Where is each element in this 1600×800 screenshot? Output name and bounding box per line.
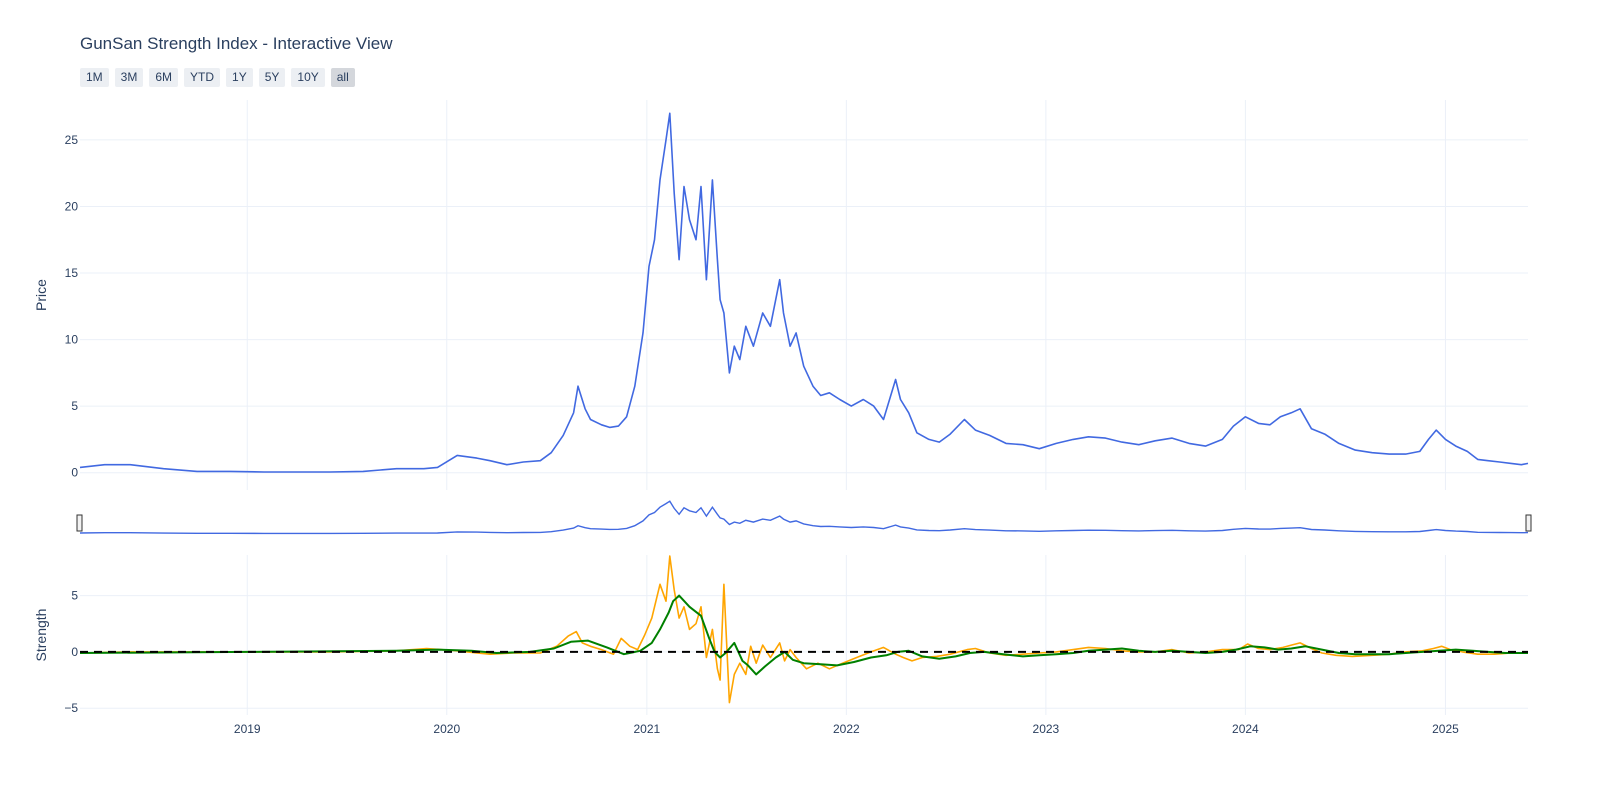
strength-axis-title: Strength	[33, 609, 49, 662]
range-button-ytd[interactable]: YTD	[184, 68, 221, 87]
price-y-tick-label: 0	[71, 466, 78, 480]
price-y-tick-label: 10	[65, 333, 79, 347]
range-button-1m[interactable]: 1M	[80, 68, 109, 87]
x-tick-label: 2021	[633, 722, 660, 736]
x-tick-label: 2019	[234, 722, 261, 736]
range-selector: 1M 3M 6M YTD 1Y 5Y 10Y all	[80, 68, 355, 87]
range-button-3m[interactable]: 3M	[114, 68, 144, 87]
range-slider-preview-line	[79, 500, 1529, 535]
x-tick-label: 2020	[433, 722, 460, 736]
range-button-all[interactable]: all	[330, 68, 355, 87]
price-y-tick-label: 15	[65, 266, 79, 280]
range-button-5y[interactable]: 5Y	[258, 68, 286, 87]
range-slider[interactable]	[76, 500, 1532, 535]
price-series-line	[79, 112, 1529, 473]
strength-y-tick-label: 5	[71, 589, 78, 603]
strength-y-tick-label: 0	[71, 645, 78, 659]
price-y-tick-label: 20	[65, 199, 79, 213]
price-y-tick-label: 25	[65, 133, 79, 147]
x-axis: 2019 2020 2021 2022 2023 2024 2025	[234, 722, 1459, 736]
price-panel: 0 5 10 15 20 25 Price	[33, 100, 1529, 490]
strength-raw-line	[79, 555, 1528, 704]
range-button-6m[interactable]: 6M	[149, 68, 179, 87]
range-slider-left-handle[interactable]	[76, 514, 83, 532]
x-tick-label: 2025	[1432, 722, 1459, 736]
strength-y-tick-label: −5	[64, 701, 78, 715]
strength-panel: −5 0 5 Strength	[33, 555, 1528, 715]
range-button-1y[interactable]: 1Y	[226, 68, 253, 87]
x-tick-label: 2023	[1033, 722, 1060, 736]
range-button-10y[interactable]: 10Y	[291, 68, 325, 87]
chart-title: GunSan Strength Index - Interactive View	[80, 34, 393, 53]
x-tick-label: 2022	[833, 722, 860, 736]
price-axis-title: Price	[33, 279, 49, 311]
range-slider-background	[80, 500, 1528, 535]
price-y-tick-label: 5	[71, 399, 78, 413]
range-slider-right-handle[interactable]	[1525, 514, 1532, 532]
strength-smooth-line	[79, 594, 1528, 676]
x-tick-label: 2024	[1232, 722, 1259, 736]
